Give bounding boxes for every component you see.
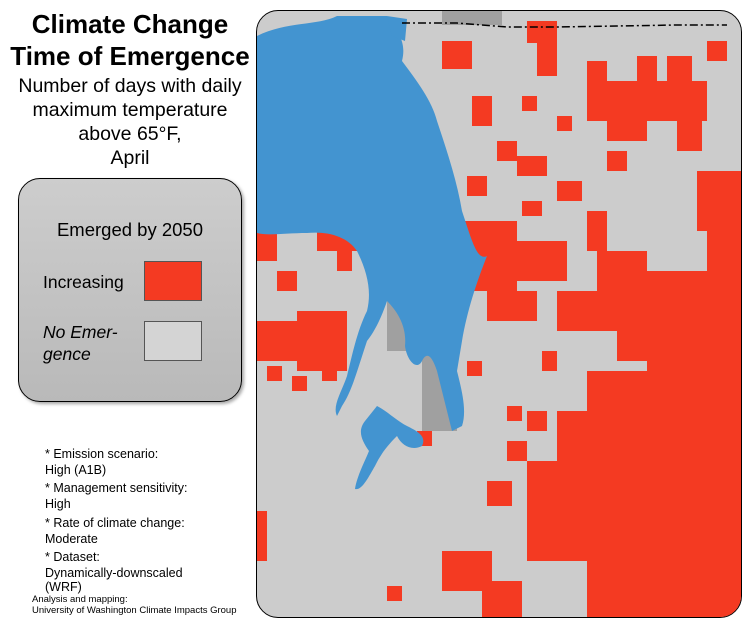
red-cells <box>257 21 741 617</box>
note-management-value: High <box>45 497 71 511</box>
note-dataset-label: * Dataset: <box>45 550 100 564</box>
subtitle-line-1: Number of days with daily <box>18 75 242 97</box>
legend-label-no-emergence-1: No Emer- <box>43 322 118 342</box>
subtitle-line-3: above 65°F, <box>78 123 182 145</box>
note-rate-value: Moderate <box>45 532 98 546</box>
legend-label-increasing: Increasing <box>43 272 124 292</box>
subtitle-line-4: April <box>110 147 150 169</box>
note-emission-label: * Emission scenario: <box>45 447 159 461</box>
legend-title: Emerged by 2050 <box>56 219 204 240</box>
border-line <box>402 22 727 28</box>
water-bodies <box>257 16 487 490</box>
legend-swatch-no-emergence <box>144 321 202 361</box>
credit-line-2: University of Washington Climate Impacts… <box>32 605 237 616</box>
note-rate-label: * Rate of climate change: <box>45 516 185 530</box>
subtitle-line-2: maximum temperature <box>32 99 228 121</box>
note-management-label: * Management sensitivity: <box>45 481 188 495</box>
note-dataset-value-2: (WRF) <box>45 580 82 594</box>
legend-swatch-increasing <box>144 261 202 301</box>
map-canvas <box>257 11 741 617</box>
credit-line-1: Analysis and mapping: <box>32 594 128 605</box>
map-frame <box>256 10 742 618</box>
title-line-1: Climate Change <box>31 9 229 39</box>
legend-label-no-emergence-2: gence <box>43 344 91 364</box>
legend-box: Emerged by 2050 Increasing No Emer- genc… <box>18 178 242 402</box>
title-line-2: Time of Emergence <box>10 41 250 71</box>
note-dataset-value-1: Dynamically-downscaled <box>45 566 183 580</box>
note-emission-value: High (A1B) <box>45 463 107 477</box>
